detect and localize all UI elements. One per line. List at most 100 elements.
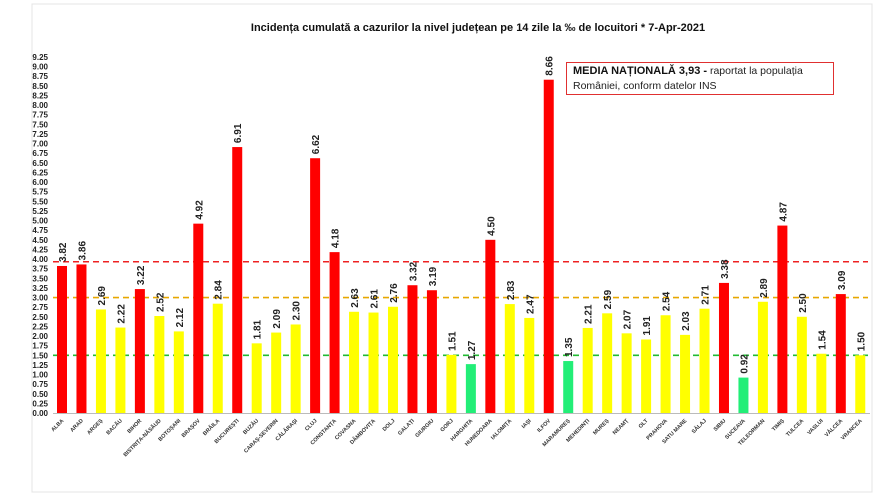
bar <box>543 79 554 413</box>
data-label: 2.03 <box>681 311 692 331</box>
data-label: 4.87 <box>778 202 789 222</box>
y-tick-label: 9.25 <box>32 53 48 62</box>
data-label: 1.35 <box>564 337 575 357</box>
bar <box>95 309 106 413</box>
bar <box>563 361 574 413</box>
data-label: 2.84 <box>214 280 225 300</box>
y-tick-label: 6.75 <box>32 149 48 158</box>
x-tick-label: BRĂILA <box>202 417 222 437</box>
data-label: 2.83 <box>506 280 517 300</box>
x-tick-label: CARAȘ-SEVERIN <box>243 418 279 454</box>
y-tick-label: 2.75 <box>32 303 48 312</box>
data-label: 1.54 <box>817 330 828 350</box>
bar <box>134 289 145 413</box>
x-tick-label: BACĂU <box>105 417 124 436</box>
data-label: 3.32 <box>408 261 419 281</box>
bar <box>602 313 613 413</box>
y-tick-label: 8.25 <box>32 91 48 100</box>
y-tick-label: 8.00 <box>32 101 48 110</box>
data-label: 3.38 <box>720 259 731 279</box>
data-label: 1.27 <box>467 340 478 360</box>
data-label: 2.76 <box>389 283 400 303</box>
data-label: 2.50 <box>798 293 809 313</box>
data-label: 1.81 <box>253 319 264 339</box>
x-tick-label: GORJ <box>440 418 455 433</box>
x-tick-label: DOLJ <box>382 418 397 433</box>
y-tick-label: 2.50 <box>32 313 48 322</box>
y-tick-label: 4.50 <box>32 236 48 245</box>
x-tick-label: BRAȘOV <box>181 418 202 439</box>
bar <box>76 264 87 413</box>
national-average-note: MEDIA NAȚIONALĂ 3,93 - raportat la popul… <box>566 62 834 95</box>
y-tick-label: 1.00 <box>32 371 48 380</box>
bar <box>212 303 223 413</box>
bar <box>660 315 671 413</box>
y-tick-label: 6.00 <box>32 178 48 187</box>
y-tick-label: 0.50 <box>32 390 48 399</box>
bar <box>310 158 321 413</box>
data-label: 4.18 <box>331 228 342 248</box>
x-tick-label: SIBIU <box>713 418 728 433</box>
x-tick-label: NEAMȚ <box>612 418 631 437</box>
bar <box>796 316 807 413</box>
y-tick-label: 7.00 <box>32 140 48 149</box>
y-tick-label: 1.25 <box>32 361 48 370</box>
data-label: 2.69 <box>97 286 108 306</box>
bar <box>290 324 301 413</box>
y-tick-label: 3.50 <box>32 274 48 283</box>
data-label: 2.52 <box>155 292 166 312</box>
data-label: 3.09 <box>837 270 848 290</box>
y-tick-label: 3.75 <box>32 265 48 274</box>
data-label: 6.91 <box>233 123 244 143</box>
data-label: 2.59 <box>603 289 614 309</box>
y-tick-label: 4.00 <box>32 255 48 264</box>
bar <box>699 308 710 413</box>
data-label: 2.63 <box>350 288 361 308</box>
y-tick-label: 3.25 <box>32 284 48 293</box>
data-label: 2.89 <box>759 278 770 298</box>
data-label: 1.51 <box>447 331 458 351</box>
bar <box>816 353 827 413</box>
bar <box>349 311 360 413</box>
bar <box>855 355 866 413</box>
y-tick-label: 6.25 <box>32 168 48 177</box>
bar <box>368 312 379 413</box>
data-label: 2.12 <box>175 308 186 328</box>
bar <box>387 306 398 413</box>
bar <box>680 334 691 413</box>
y-tick-label: 1.75 <box>32 342 48 351</box>
bar <box>641 339 652 413</box>
bar <box>835 294 846 413</box>
bar <box>407 285 418 413</box>
y-tick-label: 0.75 <box>32 380 48 389</box>
data-label: 8.66 <box>545 56 556 76</box>
bar <box>757 301 768 413</box>
chart-frame <box>31 3 873 493</box>
x-tick-label: BISTRIȚA-NĂSĂUD <box>122 417 163 458</box>
national-average-value: MEDIA NAȚIONALĂ 3,93 - <box>573 65 708 77</box>
y-tick-label: 8.50 <box>32 82 48 91</box>
x-tick-label: ARGEȘ <box>86 418 104 436</box>
data-label: 2.09 <box>272 309 283 329</box>
bar <box>582 327 593 413</box>
x-tick-label: IAȘI <box>521 418 533 430</box>
y-tick-label: 6.50 <box>32 159 48 168</box>
y-tick-label: 1.50 <box>32 351 48 360</box>
y-tick-label: 7.50 <box>32 120 48 129</box>
bar <box>485 239 496 413</box>
data-label: 6.62 <box>311 134 322 154</box>
x-tick-label: BUZĂU <box>242 417 261 436</box>
bar <box>621 333 632 413</box>
bar <box>57 265 67 413</box>
data-label: 2.47 <box>525 294 536 314</box>
y-tick-label: 4.25 <box>32 245 48 254</box>
bar <box>718 282 729 413</box>
data-label: 2.22 <box>116 304 127 324</box>
chart-title: Incidența cumulată a cazurilor la nivel … <box>251 22 705 34</box>
y-tick-label: 3.00 <box>32 294 48 303</box>
data-label: 2.61 <box>370 289 381 309</box>
y-tick-label: 2.25 <box>32 322 48 331</box>
x-tick-label: GALAȚI <box>397 418 416 437</box>
bar <box>777 225 788 413</box>
